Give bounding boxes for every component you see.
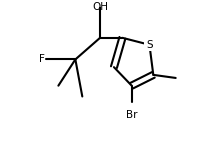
Text: Br: Br [126,110,137,120]
Text: F: F [39,54,45,64]
Text: S: S [146,40,153,50]
Text: OH: OH [92,2,108,12]
